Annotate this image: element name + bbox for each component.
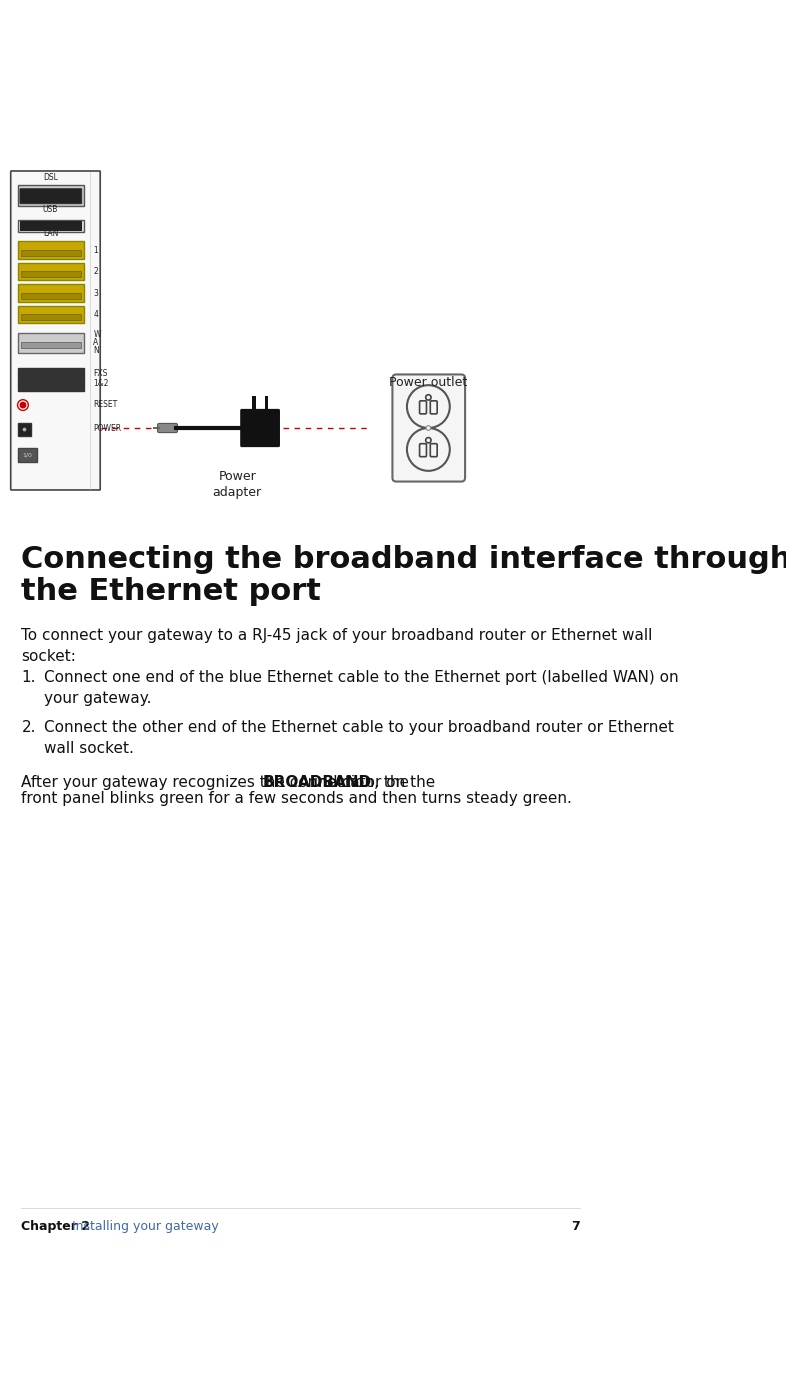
Bar: [20, 314, 81, 320]
Bar: [17, 285, 84, 302]
FancyBboxPatch shape: [11, 170, 100, 490]
Text: Connecting the broadband interface through
the Ethernet port: Connecting the broadband interface throu…: [21, 544, 786, 606]
Bar: [20, 342, 81, 349]
Circle shape: [407, 429, 450, 470]
Text: 1/0: 1/0: [23, 452, 32, 458]
FancyBboxPatch shape: [392, 374, 465, 482]
Text: 1.: 1.: [21, 670, 36, 685]
Bar: [17, 334, 84, 353]
Text: To connect your gateway to a RJ-45 jack of your broadband router or Ethernet wal: To connect your gateway to a RJ-45 jack …: [21, 628, 653, 663]
Text: DSL: DSL: [43, 173, 58, 181]
Text: RESET: RESET: [94, 399, 118, 409]
Text: Connect the other end of the Ethernet cable to your broadband router or Ethernet: Connect the other end of the Ethernet ca…: [44, 720, 674, 757]
Text: W
A
N: W A N: [94, 329, 101, 355]
Bar: [17, 423, 31, 436]
Text: 2: 2: [94, 268, 98, 276]
Bar: [153, 427, 160, 429]
Bar: [252, 396, 256, 412]
FancyBboxPatch shape: [430, 444, 437, 456]
Text: 2.: 2.: [21, 720, 36, 736]
Bar: [20, 271, 81, 278]
Text: 4: 4: [94, 310, 98, 320]
Text: Power
adapter: Power adapter: [212, 470, 262, 500]
Text: BROADBAND: BROADBAND: [263, 775, 372, 790]
Bar: [17, 448, 38, 462]
Bar: [20, 222, 82, 230]
FancyBboxPatch shape: [430, 401, 437, 413]
FancyBboxPatch shape: [420, 444, 427, 456]
Bar: [265, 396, 269, 412]
Text: Chapter 2: Chapter 2: [21, 1220, 90, 1234]
Bar: [20, 250, 81, 255]
FancyBboxPatch shape: [17, 184, 84, 207]
Circle shape: [426, 395, 431, 401]
Text: POWER: POWER: [94, 423, 122, 433]
Circle shape: [407, 385, 450, 429]
Text: Connect one end of the blue Ethernet cable to the Ethernet port (labelled WAN) o: Connect one end of the blue Ethernet cab…: [44, 670, 679, 706]
FancyBboxPatch shape: [241, 409, 280, 447]
Text: 7: 7: [571, 1220, 580, 1234]
Circle shape: [23, 427, 27, 431]
Bar: [17, 221, 84, 232]
Text: 3: 3: [94, 289, 98, 297]
Circle shape: [426, 426, 431, 430]
FancyBboxPatch shape: [157, 423, 178, 433]
FancyBboxPatch shape: [20, 188, 82, 204]
Text: indicator on the: indicator on the: [309, 775, 435, 790]
Text: After your gateway recognizes the connection, the: After your gateway recognizes the connec…: [21, 775, 414, 790]
FancyBboxPatch shape: [420, 401, 427, 413]
Circle shape: [17, 399, 28, 410]
Text: 1: 1: [94, 246, 98, 255]
Text: FXS
1&2: FXS 1&2: [94, 369, 108, 388]
Text: front panel blinks green for a few seconds and then turns steady green.: front panel blinks green for a few secon…: [21, 790, 572, 805]
Text: LAN: LAN: [42, 229, 58, 239]
Text: Installing your gateway: Installing your gateway: [64, 1220, 219, 1234]
Bar: [17, 262, 84, 281]
Circle shape: [426, 437, 431, 443]
Bar: [17, 242, 84, 258]
Text: Power outlet: Power outlet: [389, 376, 468, 388]
FancyBboxPatch shape: [17, 369, 84, 391]
Bar: [20, 293, 81, 299]
Circle shape: [20, 402, 27, 409]
Text: USB: USB: [42, 205, 58, 214]
Bar: [17, 306, 84, 324]
